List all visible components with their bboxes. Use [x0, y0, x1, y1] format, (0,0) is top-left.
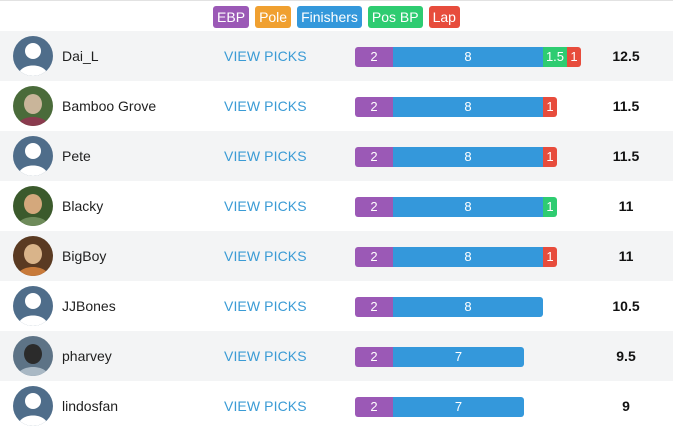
view-picks-link[interactable]: VIEW PICKS	[224, 198, 307, 214]
leaderboard-row: Dai_L VIEW PICKS 2 8 1.5 1 12.5	[0, 31, 673, 81]
player-name: Bamboo Grove	[62, 98, 157, 114]
default-avatar-icon	[13, 386, 53, 426]
finishers-segment: 8	[393, 47, 543, 67]
view-picks-link[interactable]: VIEW PICKS	[224, 48, 307, 64]
default-avatar-icon	[13, 36, 53, 76]
leaderboard-row: Blacky VIEW PICKS 2 8 1 11	[0, 181, 673, 231]
default-avatar-icon	[13, 286, 53, 326]
total-score: 11.5	[612, 148, 640, 164]
player-name: Dai_L	[62, 48, 99, 64]
ebp-segment: 2	[355, 197, 393, 217]
avatar	[13, 336, 53, 376]
leaderboard: Dai_L VIEW PICKS 2 8 1.5 1 12.5 Bamboo Grove VIE…	[0, 31, 673, 431]
pos-bp-segment: 1	[543, 197, 557, 217]
finishers-segment: 7	[393, 397, 524, 417]
lap-segment: 1	[567, 47, 581, 67]
total-score: 9	[622, 398, 630, 414]
pos-bp-segment: 1.5	[543, 47, 567, 67]
total-score: 11	[618, 198, 634, 214]
legend-lap: Lap	[428, 6, 460, 28]
avatar	[13, 186, 53, 226]
total-score: 11	[618, 248, 634, 264]
ebp-segment: 2	[355, 47, 393, 67]
ebp-segment: 2	[355, 347, 393, 367]
finishers-segment: 7	[393, 347, 524, 367]
ebp-segment: 2	[355, 397, 393, 417]
lap-segment: 1	[543, 97, 557, 117]
legend-pole: Pole	[255, 6, 292, 28]
player-name: Blacky	[62, 198, 104, 214]
total-score: 9.5	[616, 348, 636, 364]
legend-pos-bp: Pos BP	[367, 6, 423, 28]
avatar	[13, 86, 53, 126]
leaderboard-row: BigBoy VIEW PICKS 2 8 1 11	[0, 231, 673, 281]
player-name: BigBoy	[62, 248, 107, 264]
view-picks-link[interactable]: VIEW PICKS	[224, 298, 307, 314]
total-score: 12.5	[612, 48, 640, 64]
legend-finishers: Finishers	[297, 6, 362, 28]
player-name: JJBones	[62, 298, 116, 314]
finishers-segment: 8	[393, 247, 543, 267]
finishers-segment: 8	[393, 297, 543, 317]
leaderboard-row: Pete VIEW PICKS 2 8 1 11.5	[0, 131, 673, 181]
leaderboard-row: JJBones VIEW PICKS 2 8 10.5	[0, 281, 673, 331]
leaderboard-row: Bamboo Grove VIEW PICKS 2 8 1 11.5	[0, 81, 673, 131]
player-name: Pete	[62, 148, 91, 164]
ebp-segment: 2	[355, 297, 393, 317]
ebp-segment: 2	[355, 247, 393, 267]
leaderboard-row: pharvey VIEW PICKS 2 7 9.5	[0, 331, 673, 381]
view-picks-link[interactable]: VIEW PICKS	[224, 148, 307, 164]
lap-segment: 1	[543, 147, 557, 167]
legend: EBP Pole Finishers Pos BP Lap	[0, 6, 673, 28]
total-score: 10.5	[612, 298, 640, 314]
finishers-segment: 8	[393, 147, 543, 167]
player-name: lindosfan	[62, 398, 119, 414]
view-picks-link[interactable]: VIEW PICKS	[224, 348, 307, 364]
avatar	[13, 236, 53, 276]
default-avatar-icon	[13, 136, 53, 176]
legend-ebp: EBP	[213, 6, 250, 28]
top-border	[0, 0, 673, 1]
finishers-segment: 8	[393, 197, 543, 217]
lap-segment: 1	[543, 247, 557, 267]
view-picks-link[interactable]: VIEW PICKS	[224, 398, 307, 414]
ebp-segment: 2	[355, 97, 393, 117]
total-score: 11.5	[612, 98, 640, 114]
player-name: pharvey	[62, 348, 112, 364]
view-picks-link[interactable]: VIEW PICKS	[224, 248, 307, 264]
view-picks-link[interactable]: VIEW PICKS	[224, 98, 307, 114]
finishers-segment: 8	[393, 97, 543, 117]
ebp-segment: 2	[355, 147, 393, 167]
leaderboard-row: lindosfan VIEW PICKS 2 7 9	[0, 381, 673, 431]
